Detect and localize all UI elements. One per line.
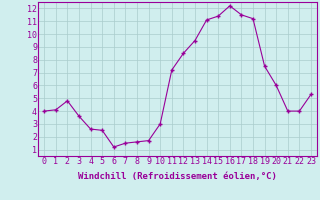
X-axis label: Windchill (Refroidissement éolien,°C): Windchill (Refroidissement éolien,°C): [78, 172, 277, 181]
